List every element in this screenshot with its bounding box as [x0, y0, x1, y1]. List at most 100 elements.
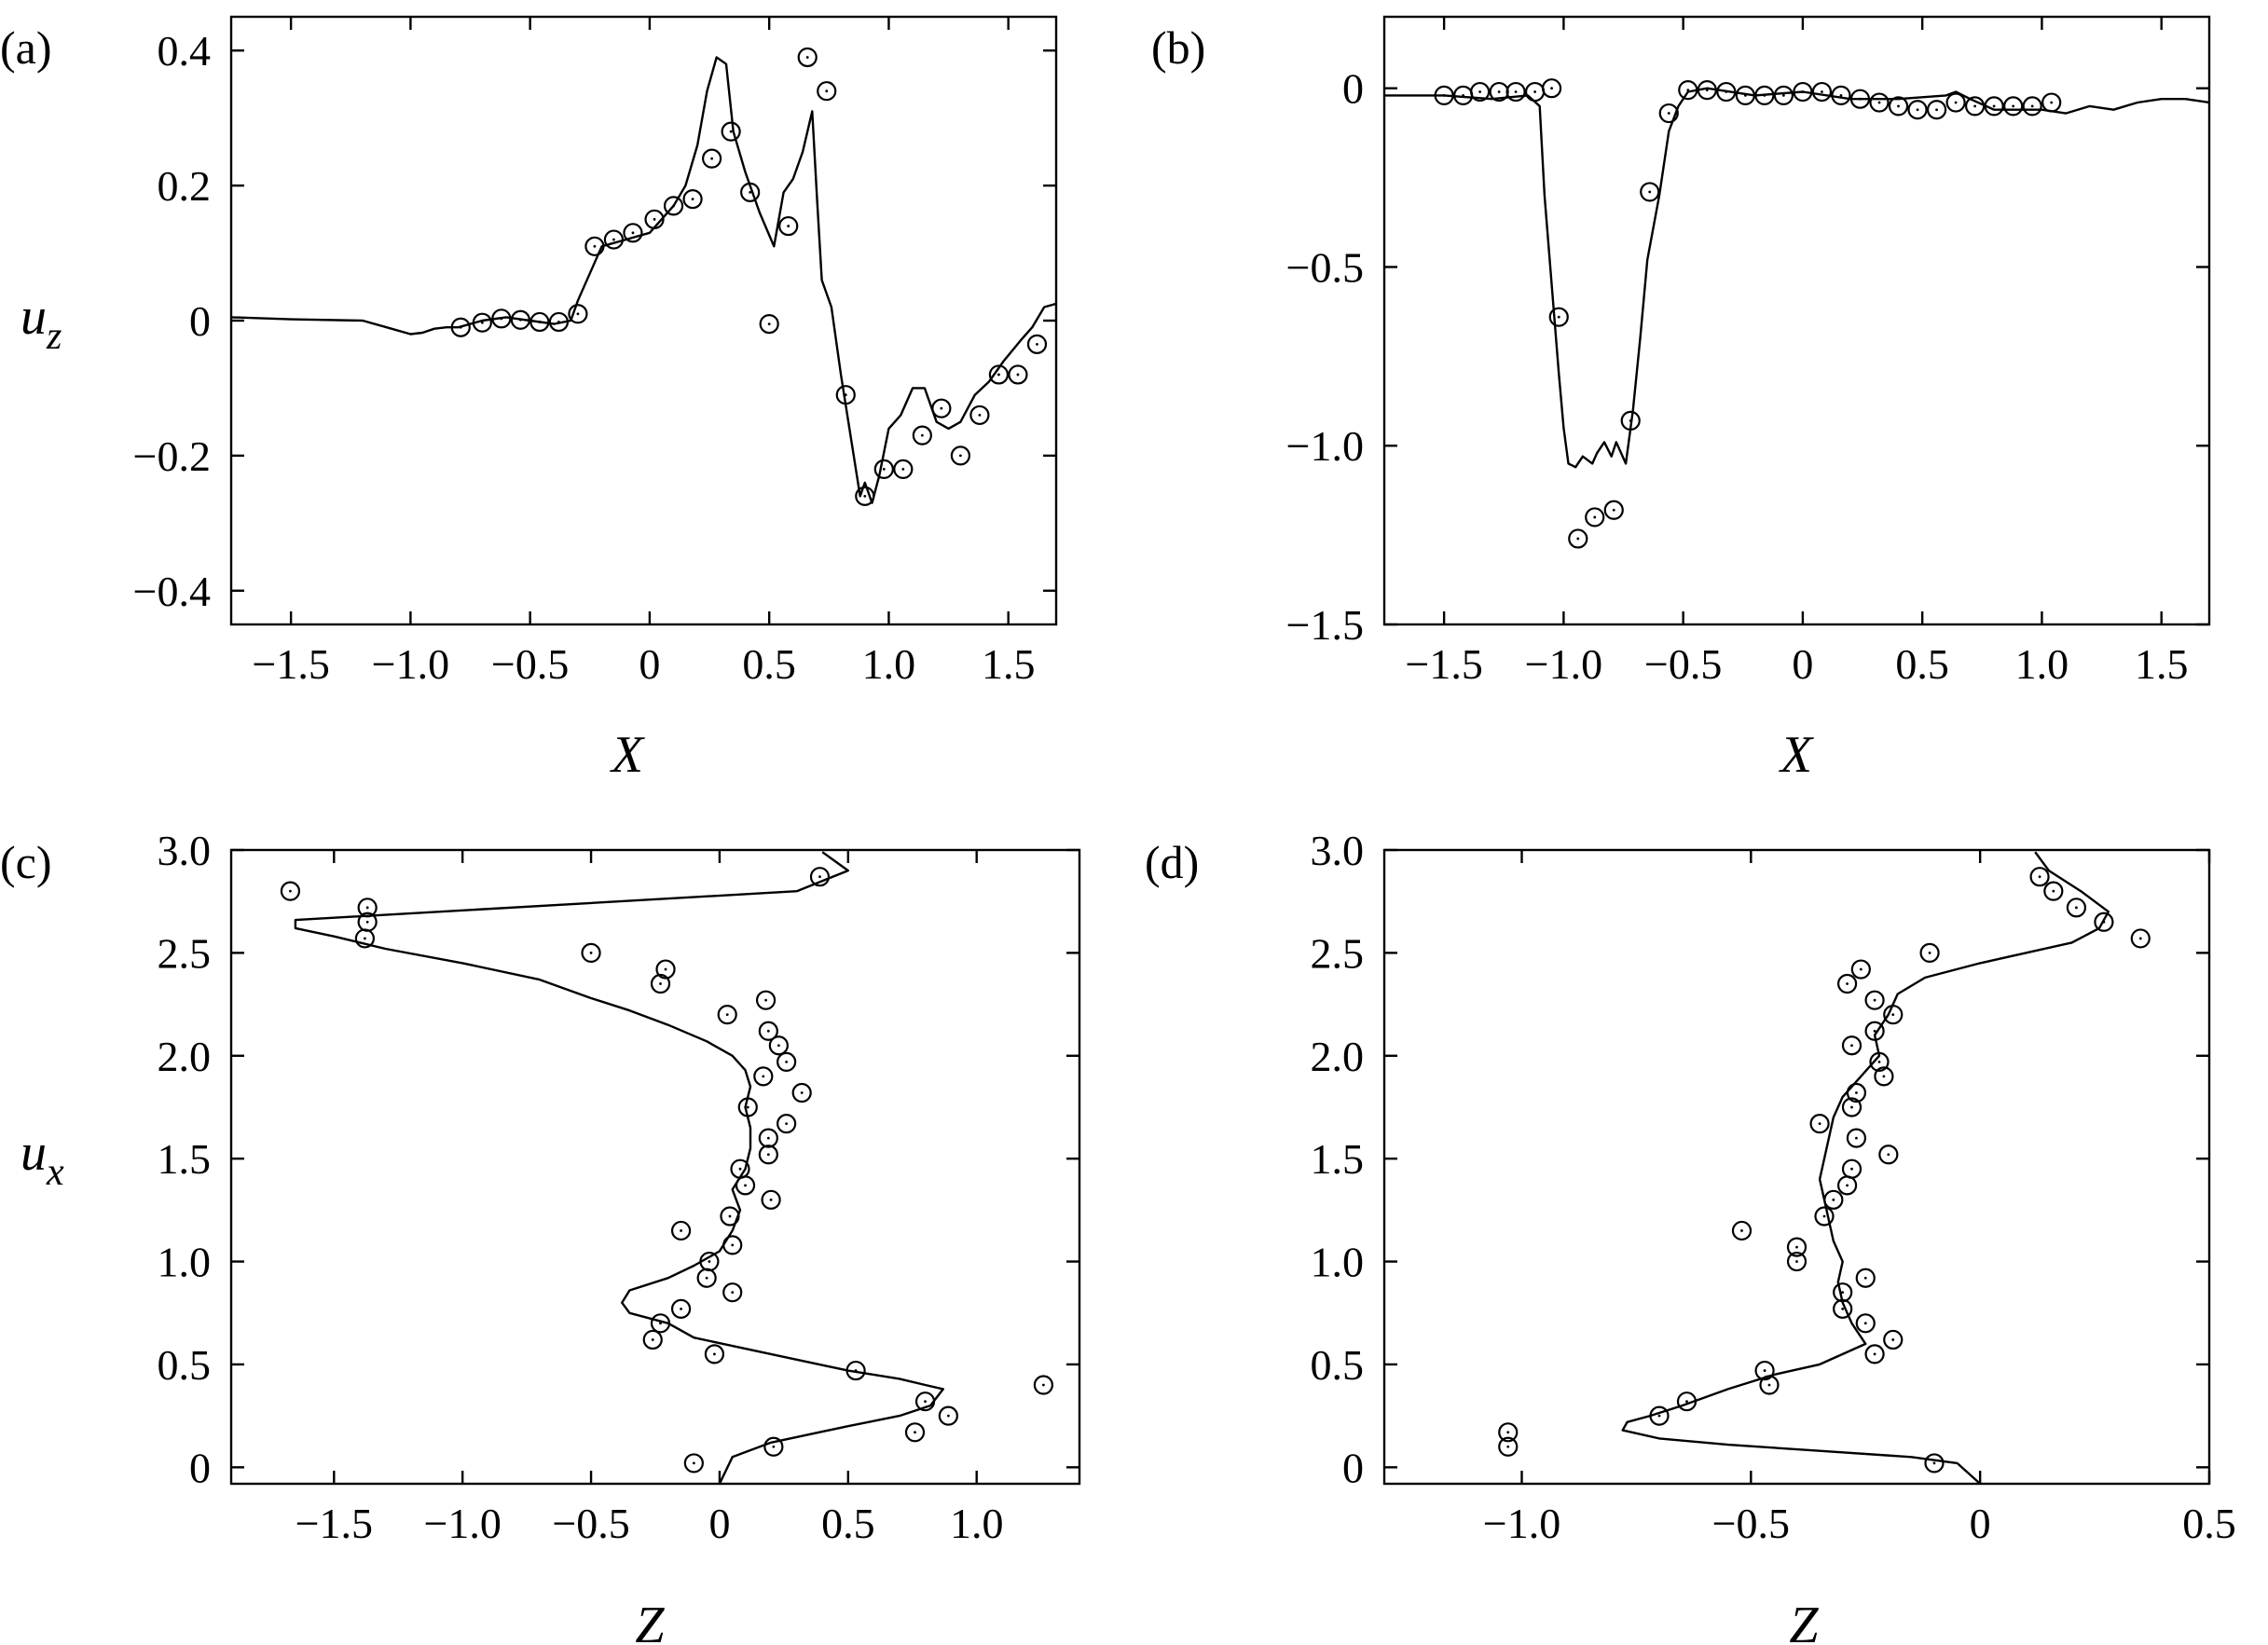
- panel-a-data-point-dot: [653, 217, 656, 221]
- panel-d-data-point: [1814, 1206, 1835, 1227]
- panel-d-data-point: [1869, 1051, 1890, 1073]
- panel-c-data-point-ring: [904, 1422, 926, 1443]
- panel-d-data-point-ring: [1498, 1422, 1519, 1443]
- panel-c-data-point-dot: [731, 1291, 735, 1295]
- panel-c-data-point: [699, 1251, 720, 1272]
- panel-a-data-point-ring: [721, 121, 741, 142]
- panel-a-data-point-dot: [672, 204, 675, 208]
- panel-c-x-tick-label: 0: [708, 1500, 730, 1547]
- panel-b-data-point: [1965, 96, 1986, 117]
- panel-c-data-point-ring: [650, 1313, 671, 1334]
- panel-d-data-point: [1809, 1114, 1830, 1134]
- panel-c-data-point: [914, 1391, 936, 1412]
- panel-c-y-axis-label: ux: [21, 1124, 64, 1194]
- panel-b-data-point: [1773, 85, 1794, 105]
- panel-a-data-point: [450, 317, 471, 337]
- panel-b-data-point-dot: [1973, 104, 1977, 108]
- panel-d-data-point-ring: [1649, 1405, 1670, 1426]
- panel-a-data-point-ring: [584, 236, 605, 256]
- panel-d-data-point-ring: [1814, 1206, 1835, 1227]
- panel-b-data-point-dot: [1992, 104, 1996, 108]
- panel-c-data-point-ring: [670, 1220, 692, 1241]
- panel-d-data-point: [1855, 1313, 1876, 1334]
- panel-b-data-point-ring: [1470, 81, 1491, 103]
- panel-b-x-tick-label: −1.0: [1525, 640, 1602, 688]
- panel-d-data-point-ring: [2066, 898, 2087, 918]
- panel-d-data-point-ring: [1833, 1298, 1853, 1319]
- panel-a-data-point-ring: [603, 229, 625, 250]
- panel-a-label: (a): [0, 21, 52, 74]
- panel-a-x-tick-label: 1.5: [982, 640, 1036, 688]
- panel-c-data-point-ring: [581, 942, 601, 963]
- panel-c-data-point-dot: [365, 920, 369, 924]
- panel-b-data-point: [1849, 89, 1871, 109]
- panel-a-y-axis-label-main: u: [21, 288, 47, 346]
- panel-d-data-point-ring: [1833, 1282, 1853, 1303]
- panel-c-data-point-dot: [818, 875, 821, 879]
- panel-c-data-point: [670, 1220, 692, 1241]
- panel-d-data-point: [1841, 1158, 1863, 1179]
- panel-a-data-point-dot: [863, 494, 867, 498]
- panel-b-data-point: [1869, 92, 1890, 113]
- panel-c-label: (c): [0, 836, 52, 888]
- panel-c-data-point: [1033, 1375, 1053, 1395]
- panel-c-data-point-dot: [713, 1352, 716, 1356]
- panel-d-data-point-dot: [1685, 1400, 1688, 1404]
- panel-b-data-point-dot: [1557, 315, 1560, 319]
- panel-b-data-point-dot: [1897, 104, 1900, 108]
- panel-d-data-point: [1919, 942, 1940, 963]
- panel-b-data-point-ring: [1984, 96, 2004, 117]
- panel-a-data-point: [603, 229, 625, 250]
- panel-d-data-point-ring: [1855, 1313, 1876, 1334]
- panel-d-data-point: [1864, 1344, 1885, 1364]
- panel-d-data-point-ring: [1823, 1189, 1844, 1210]
- panel-c-data-point: [753, 1066, 774, 1087]
- panel-c-data-point: [791, 1082, 812, 1104]
- panel-d-data-point-ring: [1874, 1066, 1894, 1087]
- panel-b-data-point: [1907, 100, 1928, 120]
- panel-d-x-tick-label: −0.5: [1712, 1500, 1790, 1547]
- panel-a-data-point: [1008, 364, 1028, 385]
- panel-d-data-point: [1841, 1035, 1863, 1056]
- panel-a-data-point-ring: [450, 317, 471, 337]
- panel-a-y-tick-label: 0.2: [158, 162, 212, 210]
- panel-b-data-point-ring: [1945, 92, 1966, 113]
- panel-a-data-point: [548, 311, 570, 333]
- panel-a-data-point-dot: [997, 373, 1000, 377]
- panel-a-model-curve: [231, 56, 1056, 504]
- panel-c-data-point-ring: [717, 1005, 737, 1025]
- panel-b-y-tick-label: −1.5: [1286, 601, 1364, 649]
- panel-c-data-point-dot: [725, 1013, 729, 1017]
- panel-a-data-point: [740, 182, 761, 202]
- panel-d-data-point-dot: [1841, 1307, 1845, 1310]
- panel-d-data-point: [1874, 1066, 1894, 1087]
- panel-c-data-point-ring: [753, 1066, 774, 1087]
- panel-d-data-point-ring: [1841, 1097, 1863, 1117]
- panel-d-data-point-dot: [1850, 1105, 1853, 1109]
- panel-a-data-point: [778, 215, 799, 237]
- panel-c-data-point: [357, 912, 378, 932]
- panel-a-data-point-ring: [988, 364, 1010, 385]
- panel-c-data-point: [755, 990, 777, 1010]
- panel-a-data-point-dot: [729, 130, 733, 133]
- panel-c-data-point-ring: [699, 1251, 720, 1272]
- panel-a-data-point-dot: [459, 325, 462, 329]
- panel-d-data-point-dot: [1887, 1153, 1890, 1157]
- panel-c-data-point: [357, 898, 378, 918]
- panel-d-data-point: [1786, 1251, 1808, 1272]
- panel-d-data-point-ring: [1759, 1375, 1780, 1395]
- panel-c-data-point-ring: [1033, 1375, 1053, 1395]
- panel-b-data-point-dot: [1593, 515, 1597, 519]
- panel-a-data-point-ring: [682, 189, 703, 210]
- panel-d-data-point-ring: [1864, 990, 1885, 1010]
- panel-b-data-point-dot: [1462, 93, 1465, 97]
- panel-b-data-point-dot: [1821, 90, 1823, 93]
- panel-b-data-point: [1541, 78, 1562, 99]
- panel-b-data-point: [1945, 92, 1966, 113]
- panel-d-data-point-dot: [1657, 1414, 1661, 1418]
- panel-c-y-tick-label: 0.5: [158, 1341, 212, 1389]
- panel-c-data-point-ring: [763, 1436, 784, 1457]
- panel-b-data-point: [2041, 92, 2062, 113]
- panel-b-y-tick-label: −0.5: [1286, 243, 1364, 291]
- panel-a-data-point-ring: [548, 311, 570, 333]
